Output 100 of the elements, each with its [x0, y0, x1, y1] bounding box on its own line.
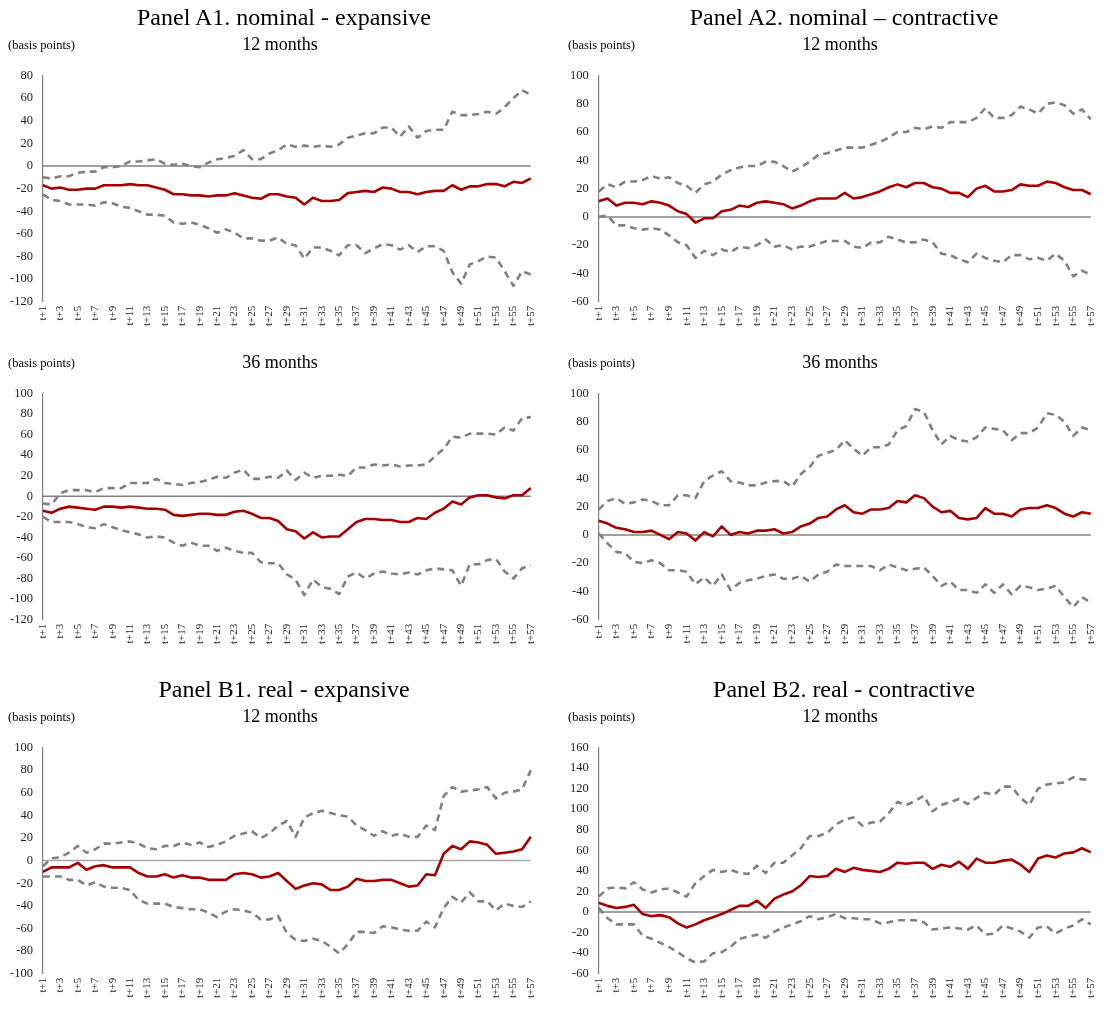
y-tick-label: -60	[16, 550, 33, 565]
y-tick-label: 20	[576, 883, 589, 898]
y-tick-label: 0	[582, 209, 589, 224]
x-tick-label: t+25	[244, 623, 257, 645]
x-tick-label: t+1	[35, 977, 48, 993]
y-tick-label: 60	[20, 90, 33, 105]
y-axis-title: (basis points)	[8, 710, 76, 725]
x-tick-label: t+11	[122, 623, 135, 644]
chart-subtitle: 36 months	[241, 352, 319, 373]
x-tick-label: t+35	[332, 305, 345, 327]
x-tick-label: t+43	[401, 977, 414, 999]
x-tick-label: t+15	[157, 305, 170, 327]
y-tick-label: -80	[16, 943, 33, 958]
y-tick-label: 40	[576, 152, 589, 167]
x-tick-label: t+9	[661, 977, 674, 993]
x-tick-label: t+5	[626, 977, 639, 993]
y-tick-label: 20	[20, 830, 33, 845]
x-tick-label: t+49	[1013, 623, 1026, 645]
x-tick-label: t+57	[1083, 623, 1096, 645]
y-tick-label: 80	[576, 96, 589, 111]
chart-subtitle: 12 months	[801, 706, 879, 727]
x-tick-label: t+45	[419, 623, 432, 645]
y-tick-label: -20	[572, 924, 589, 939]
x-tick-label: t+19	[192, 623, 205, 645]
y-tick-label: -20	[16, 180, 33, 195]
x-tick-label: t+53	[1048, 305, 1061, 327]
x-tick-label: t+33	[314, 305, 327, 327]
y-tick-label: 20	[20, 468, 33, 483]
y-axis-title: (basis points)	[568, 710, 636, 725]
x-tick-label: t+3	[53, 977, 66, 993]
y-tick-label: -100	[9, 591, 33, 606]
y-tick-label: 80	[576, 414, 589, 429]
x-tick-label: t+7	[88, 623, 101, 639]
x-tick-label: t+37	[349, 623, 362, 645]
x-tick-label: t+9	[661, 623, 674, 639]
x-tick-label: t+27	[262, 623, 275, 645]
x-tick-label: t+7	[88, 305, 101, 321]
x-tick-label: t+47	[436, 305, 449, 327]
x-tick-label: t+25	[802, 977, 815, 999]
x-tick-label: t+45	[978, 977, 991, 999]
x-tick-label: t+25	[802, 623, 815, 645]
x-tick-label: t+1	[591, 305, 604, 321]
x-tick-label: t+21	[767, 305, 780, 327]
x-tick-label: t+29	[837, 977, 850, 999]
y-tick-label: 0	[582, 904, 589, 919]
x-tick-label: t+21	[210, 305, 223, 327]
x-tick-label: t+43	[401, 305, 414, 327]
x-tick-label: t+45	[419, 977, 432, 999]
y-tick-label: 0	[582, 527, 589, 542]
chart-subtitle: 12 months	[241, 706, 319, 727]
x-tick-label: t+43	[401, 623, 414, 645]
x-tick-label: t+47	[436, 977, 449, 999]
y-tick-label: 40	[20, 807, 33, 822]
x-tick-label: t+39	[366, 305, 379, 327]
x-tick-label: t+1	[35, 623, 48, 639]
x-tick-label: t+53	[488, 623, 501, 645]
x-tick-label: t+41	[384, 623, 397, 645]
y-tick-label: 20	[576, 180, 589, 195]
x-tick-label: t+23	[784, 623, 797, 645]
x-tick-label: t+57	[1083, 977, 1096, 999]
x-tick-label: t+5	[70, 305, 83, 321]
x-tick-label: t+35	[332, 977, 345, 999]
x-tick-label: t+41	[943, 623, 956, 645]
x-tick-label: t+9	[105, 977, 118, 993]
x-tick-label: t+33	[872, 305, 885, 327]
x-tick-label: t+49	[1013, 305, 1026, 327]
y-tick-label: 100	[14, 739, 33, 754]
y-tick-label: -60	[16, 226, 33, 241]
x-tick-label: t+29	[279, 623, 292, 645]
y-tick-label: 100	[570, 67, 589, 82]
x-tick-label: t+43	[960, 623, 973, 645]
x-tick-label: t+33	[872, 623, 885, 645]
y-tick-label: 0	[26, 852, 33, 867]
x-tick-label: t+39	[925, 977, 938, 999]
x-tick-label: t+21	[210, 623, 223, 645]
x-tick-label: t+31	[297, 623, 310, 645]
x-tick-label: t+29	[837, 623, 850, 645]
x-tick-label: t+15	[157, 977, 170, 999]
x-tick-label: t+5	[626, 305, 639, 321]
y-tick-label: 60	[576, 442, 589, 457]
y-tick-label: 60	[576, 842, 589, 857]
x-tick-label: t+3	[609, 977, 622, 993]
y-axis-title: (basis points)	[8, 356, 76, 371]
x-tick-label: t+55	[506, 305, 519, 327]
x-tick-label: t+15	[157, 623, 170, 645]
x-tick-label: t+17	[732, 305, 745, 327]
x-tick-label: t+51	[1030, 977, 1043, 999]
x-tick-label: t+15	[714, 623, 727, 645]
y-tick-label: -100	[9, 271, 33, 286]
x-tick-label: t+19	[192, 977, 205, 999]
y-tick-label: -40	[572, 265, 589, 280]
x-tick-label: t+17	[175, 977, 188, 999]
y-tick-label: 80	[20, 762, 33, 777]
x-tick-label: t+23	[227, 977, 240, 999]
x-tick-label: t+47	[995, 623, 1008, 645]
x-tick-label: t+53	[1048, 623, 1061, 645]
x-tick-label: t+53	[1048, 977, 1061, 999]
x-tick-label: t+11	[679, 623, 692, 644]
x-tick-label: t+49	[453, 977, 466, 999]
x-tick-label: t+3	[53, 305, 66, 321]
